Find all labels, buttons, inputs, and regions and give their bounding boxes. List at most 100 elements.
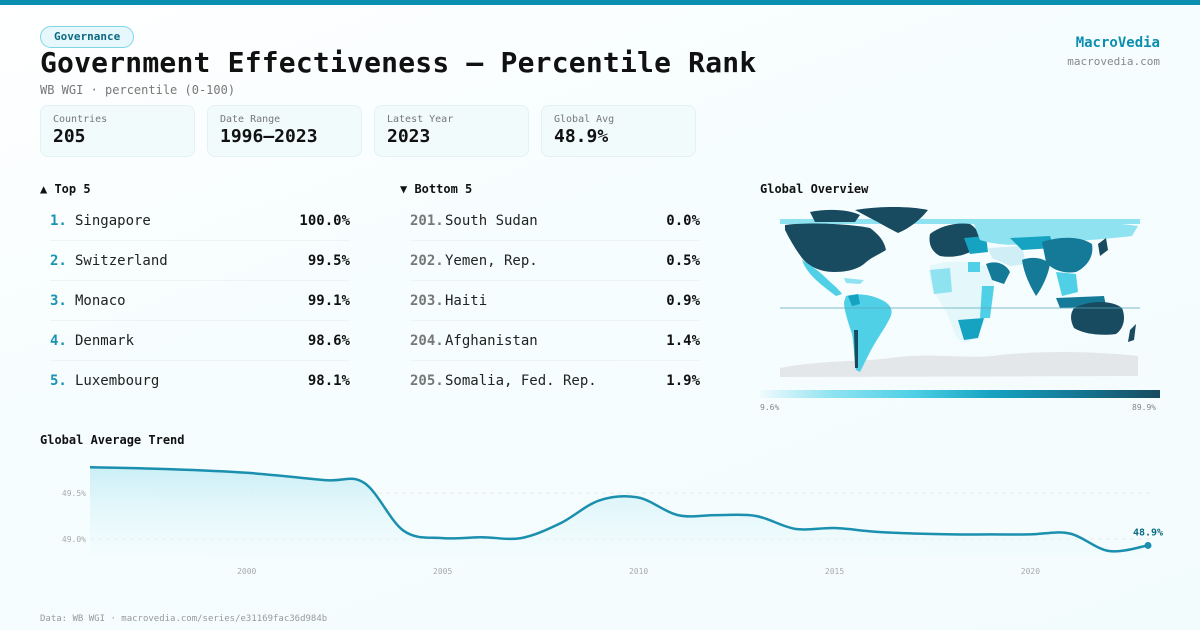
brand-url[interactable]: macrovedia.com bbox=[1067, 55, 1160, 68]
region-west-africa[interactable] bbox=[930, 268, 952, 294]
region-new-zealand[interactable] bbox=[1128, 324, 1136, 342]
country-value: 99.1% bbox=[307, 292, 350, 309]
trend-area bbox=[90, 467, 1148, 556]
list-item[interactable]: 1. Singapore 100.0% bbox=[50, 201, 350, 241]
data-point[interactable] bbox=[1027, 531, 1033, 537]
data-point[interactable] bbox=[714, 512, 720, 518]
data-point[interactable] bbox=[557, 520, 563, 526]
region-antarctica[interactable] bbox=[780, 352, 1138, 377]
region-caribbean[interactable] bbox=[844, 278, 864, 284]
trend-line bbox=[89, 465, 1149, 553]
country-name: Afghanistan bbox=[445, 332, 538, 349]
data-point[interactable] bbox=[832, 525, 838, 531]
stat-label: Latest Year bbox=[387, 114, 454, 125]
data-point[interactable] bbox=[675, 512, 681, 518]
rank-number: 4. bbox=[50, 332, 67, 349]
list-item[interactable]: 4. Denmark 98.6% bbox=[50, 321, 350, 361]
data-point[interactable] bbox=[440, 535, 446, 541]
bottom5-heading: ▼ Bottom 5 bbox=[400, 182, 473, 196]
list-item[interactable]: 205. Somalia, Fed. Rep. 1.9% bbox=[410, 361, 700, 401]
region-middle-east[interactable] bbox=[988, 246, 1026, 266]
x-tick-label: 2010 bbox=[629, 567, 648, 576]
region-egypt[interactable] bbox=[968, 262, 980, 272]
stat-value: 1996–2023 bbox=[220, 126, 318, 147]
data-point[interactable] bbox=[792, 526, 798, 532]
data-point[interactable] bbox=[400, 528, 406, 534]
top5-heading: ▲ Top 5 bbox=[40, 182, 91, 196]
region-mexico[interactable] bbox=[802, 260, 842, 296]
stat-label: Global Avg bbox=[554, 114, 615, 125]
country-value: 1.9% bbox=[666, 373, 700, 389]
last-point-marker[interactable] bbox=[1144, 541, 1152, 549]
data-point[interactable] bbox=[753, 513, 759, 519]
region-china[interactable] bbox=[1042, 237, 1093, 273]
data-point[interactable] bbox=[322, 477, 328, 483]
x-tick-label: 2015 bbox=[825, 567, 844, 576]
map-legend-gradient bbox=[760, 390, 1160, 398]
data-point[interactable] bbox=[361, 480, 367, 486]
rank-number: 201. bbox=[410, 212, 444, 229]
region-arctic-canada[interactable] bbox=[810, 209, 860, 222]
region-japan[interactable] bbox=[1098, 238, 1108, 256]
category-badge[interactable]: Governance bbox=[40, 26, 135, 48]
data-point[interactable] bbox=[165, 466, 171, 472]
country-value: 100.0% bbox=[299, 212, 350, 229]
stat-value: 48.9% bbox=[554, 126, 609, 147]
rank-number: 1. bbox=[50, 212, 67, 229]
data-point[interactable] bbox=[1106, 548, 1112, 554]
country-name: Somalia, Fed. Rep. bbox=[445, 373, 597, 389]
x-tick-label: 2020 bbox=[1021, 567, 1040, 576]
top5-list: 1. Singapore 100.0% 2. Switzerland 99.5%… bbox=[50, 201, 350, 401]
y-tick-label: 49.0% bbox=[62, 535, 86, 544]
region-greenland[interactable] bbox=[855, 207, 928, 233]
stat-value: 205 bbox=[53, 126, 86, 147]
country-value: 98.1% bbox=[307, 373, 350, 389]
legend-min-label: 9.6% bbox=[760, 403, 780, 412]
list-item[interactable]: 5. Luxembourg 98.1% bbox=[50, 361, 350, 401]
data-point[interactable] bbox=[1145, 542, 1151, 548]
country-name: Switzerland bbox=[75, 252, 168, 269]
region-north-america[interactable] bbox=[785, 223, 886, 272]
data-point[interactable] bbox=[479, 534, 485, 540]
country-value: 0.0% bbox=[666, 212, 700, 229]
region-saudi-arabia[interactable] bbox=[986, 262, 1010, 284]
region-east-africa[interactable] bbox=[980, 286, 994, 318]
data-point[interactable] bbox=[87, 464, 93, 470]
region-southern-africa[interactable] bbox=[958, 318, 984, 340]
data-point[interactable] bbox=[988, 531, 994, 537]
data-point[interactable] bbox=[518, 535, 524, 541]
region-southeast-asia[interactable] bbox=[1056, 272, 1078, 296]
data-point[interactable] bbox=[244, 470, 250, 476]
country-value: 99.5% bbox=[307, 252, 350, 269]
rank-number: 204. bbox=[410, 332, 444, 349]
data-point[interactable] bbox=[636, 495, 642, 501]
data-point[interactable] bbox=[949, 531, 955, 537]
country-value: 1.4% bbox=[666, 332, 700, 349]
region-colombia[interactable] bbox=[848, 294, 860, 306]
data-point[interactable] bbox=[871, 529, 877, 535]
list-item[interactable]: 3. Monaco 99.1% bbox=[50, 281, 350, 321]
region-europe[interactable] bbox=[929, 223, 979, 257]
region-australia[interactable] bbox=[1071, 302, 1124, 335]
list-item[interactable]: 201. South Sudan 0.0% bbox=[410, 201, 700, 241]
x-tick-label: 2000 bbox=[237, 567, 256, 576]
country-name: South Sudan bbox=[445, 212, 538, 229]
data-point[interactable] bbox=[596, 497, 602, 503]
rank-number: 203. bbox=[410, 292, 444, 309]
country-name: Denmark bbox=[75, 332, 135, 349]
list-item[interactable]: 202. Yemen, Rep. 0.5% bbox=[410, 241, 700, 281]
stat-card-countries: Countries 205 bbox=[40, 105, 195, 157]
brand-name[interactable]: MacroVedia bbox=[1075, 35, 1160, 51]
data-point[interactable] bbox=[910, 530, 916, 536]
region-india[interactable] bbox=[1022, 257, 1050, 296]
list-item[interactable]: 204. Afghanistan 1.4% bbox=[410, 321, 700, 361]
list-item[interactable]: 203. Haiti 0.9% bbox=[410, 281, 700, 321]
stat-card-date-range: Date Range 1996–2023 bbox=[207, 105, 362, 157]
stat-label: Countries bbox=[53, 114, 108, 125]
list-item[interactable]: 2. Switzerland 99.5% bbox=[50, 241, 350, 281]
region-chile[interactable] bbox=[854, 330, 858, 368]
bottom5-list: 201. South Sudan 0.0% 202. Yemen, Rep. 0… bbox=[410, 201, 700, 401]
legend-max-label: 89.9% bbox=[1132, 403, 1157, 412]
world-choropleth-map[interactable] bbox=[760, 200, 1160, 382]
data-point[interactable] bbox=[1067, 530, 1073, 536]
